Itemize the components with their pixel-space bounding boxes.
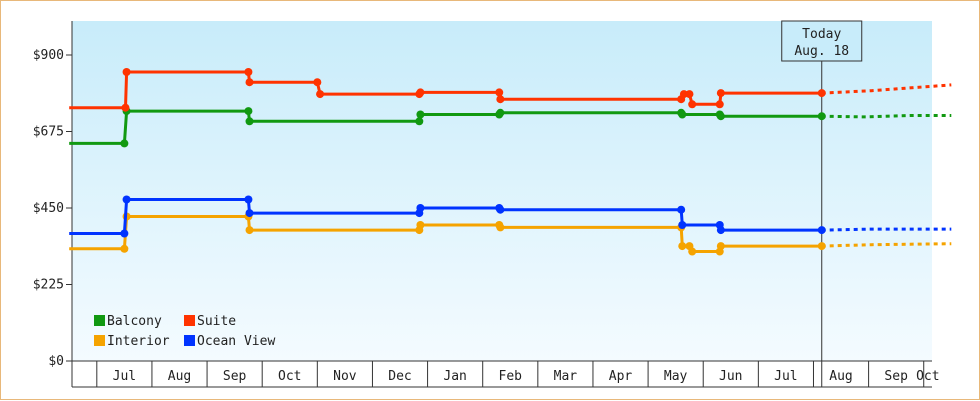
legend-swatch xyxy=(94,315,105,326)
legend-swatch xyxy=(184,335,195,346)
data-point[interactable] xyxy=(120,229,129,238)
series-balcony xyxy=(69,107,952,148)
data-point[interactable] xyxy=(677,205,686,214)
today-date: Aug. 18 xyxy=(794,44,849,59)
data-point[interactable] xyxy=(496,108,505,117)
data-point[interactable] xyxy=(679,90,688,99)
forecast-line xyxy=(821,227,952,232)
today-box xyxy=(781,20,863,62)
forecast-line xyxy=(821,242,952,248)
forecast-line xyxy=(821,114,952,119)
data-point[interactable] xyxy=(688,247,697,256)
data-point[interactable] xyxy=(817,89,826,98)
data-point[interactable] xyxy=(678,242,687,251)
data-point[interactable] xyxy=(678,221,687,229)
data-point[interactable] xyxy=(244,68,253,76)
data-point[interactable] xyxy=(415,117,424,126)
x-tick-label: Sep xyxy=(884,369,908,384)
y-tick-label: $675 xyxy=(33,125,64,140)
data-point[interactable] xyxy=(313,78,322,87)
data-point[interactable] xyxy=(416,204,425,212)
legend-label: Interior xyxy=(107,334,170,349)
series-interior xyxy=(69,212,952,256)
series-suite xyxy=(69,68,952,112)
data-point[interactable] xyxy=(817,242,826,251)
data-point[interactable] xyxy=(416,221,425,229)
legend-item: Ocean View xyxy=(184,334,275,349)
x-tick-label: Oct xyxy=(278,369,301,384)
x-tick-label: Nov xyxy=(333,369,357,384)
data-point[interactable] xyxy=(244,107,253,116)
x-tick-label: Jan xyxy=(443,369,466,384)
series-line xyxy=(69,70,822,110)
x-tick-label: Aug xyxy=(829,369,852,384)
data-point[interactable] xyxy=(688,100,697,109)
x-tick-label: Sep xyxy=(223,369,247,384)
y-tick-label: $900 xyxy=(33,48,64,63)
data-point[interactable] xyxy=(120,244,129,253)
data-point[interactable] xyxy=(245,209,254,218)
data-point[interactable] xyxy=(496,205,505,214)
legend-swatch xyxy=(184,315,195,326)
data-point[interactable] xyxy=(716,89,725,98)
plot-area xyxy=(72,21,932,361)
data-point[interactable] xyxy=(496,95,505,104)
data-point[interactable] xyxy=(817,226,826,235)
legend-label: Balcony xyxy=(107,314,162,329)
y-tick-label: $0 xyxy=(48,354,64,369)
data-point[interactable] xyxy=(416,88,425,97)
forecast-line xyxy=(821,83,952,95)
data-point[interactable] xyxy=(716,242,725,251)
legend-item: Interior xyxy=(94,334,170,349)
x-tick-label: Jun xyxy=(719,369,742,384)
data-point[interactable] xyxy=(416,110,425,119)
x-tick-label: Oct xyxy=(916,369,939,384)
x-tick-label: Jul xyxy=(113,369,136,384)
series-line xyxy=(69,109,822,145)
data-point[interactable] xyxy=(495,88,504,97)
y-tick-label: $225 xyxy=(33,278,64,293)
x-tick-label: May xyxy=(664,369,688,384)
data-point[interactable] xyxy=(122,68,131,76)
x-tick-label: Feb xyxy=(499,369,523,384)
x-tick-label: Jul xyxy=(774,369,797,384)
series-line xyxy=(69,198,822,235)
data-point[interactable] xyxy=(716,112,725,121)
data-point[interactable] xyxy=(121,103,130,112)
data-point[interactable] xyxy=(245,78,254,87)
data-point[interactable] xyxy=(715,100,724,109)
legend-item: Suite xyxy=(184,314,236,329)
x-tick-label: Mar xyxy=(554,369,578,384)
y-tick-label: $450 xyxy=(33,201,64,216)
data-point[interactable] xyxy=(496,223,505,232)
legend-item: Balcony xyxy=(94,314,162,329)
data-point[interactable] xyxy=(817,112,826,121)
data-point[interactable] xyxy=(716,226,725,235)
data-point[interactable] xyxy=(316,90,325,99)
data-point[interactable] xyxy=(120,139,129,148)
x-tick-label: Dec xyxy=(388,369,411,384)
x-tick-label: Aug xyxy=(168,369,191,384)
data-point[interactable] xyxy=(245,226,254,235)
data-point[interactable] xyxy=(244,195,253,204)
today-label: Today xyxy=(802,27,841,42)
legend-label: Ocean View xyxy=(197,334,275,349)
data-point[interactable] xyxy=(122,195,131,204)
x-tick-label: Apr xyxy=(609,369,633,384)
legend-swatch xyxy=(94,335,105,346)
data-point[interactable] xyxy=(245,117,254,126)
data-point[interactable] xyxy=(685,90,694,99)
data-point[interactable] xyxy=(678,110,687,119)
series-ocean-view xyxy=(69,195,952,238)
legend-label: Suite xyxy=(197,314,236,329)
